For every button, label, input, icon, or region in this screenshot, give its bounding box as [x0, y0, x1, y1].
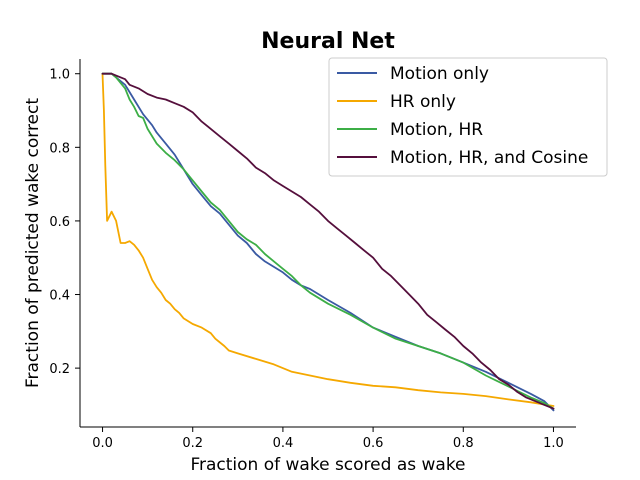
- plot-area: [101, 72, 555, 412]
- series-line-4: [101, 72, 555, 410]
- y-tick-label: 1.0: [49, 68, 70, 83]
- legend: Motion only HR only Motion, HR Motion, HR, …: [328, 57, 608, 177]
- legend-label: Motion, HR: [390, 120, 483, 140]
- chart-title: Neural Net: [261, 29, 395, 54]
- x-tick-label: 0.0: [92, 436, 113, 451]
- y-axis-label: Fraction of predicted wake correct: [23, 98, 43, 388]
- legend-label: Motion, HR, and Cosine: [390, 148, 588, 168]
- y-tick-label: 0.6: [49, 215, 70, 230]
- legend-label: Motion only: [390, 64, 489, 84]
- x-tick-label: 0.4: [273, 436, 294, 451]
- y-ticks: 0.2 0.4 0.6 0.8 1.0: [49, 68, 80, 377]
- x-tick-label: 0.8: [453, 436, 474, 451]
- x-tick-label: 0.2: [182, 436, 203, 451]
- legend-label: HR only: [390, 92, 456, 112]
- y-tick-label: 0.4: [49, 289, 70, 304]
- x-ticks: 0.0 0.2 0.4 0.6 0.8 1.0: [92, 427, 564, 451]
- x-tick-label: 1.0: [543, 436, 564, 451]
- series-line-2: [101, 72, 555, 407]
- series-line-3: [101, 72, 555, 410]
- y-tick-label: 0.8: [49, 141, 70, 156]
- x-axis-label: Fraction of wake scored as wake: [190, 455, 465, 475]
- legend-frame: [328, 57, 608, 177]
- y-tick-label: 0.2: [49, 362, 70, 377]
- x-tick-label: 0.6: [363, 436, 384, 451]
